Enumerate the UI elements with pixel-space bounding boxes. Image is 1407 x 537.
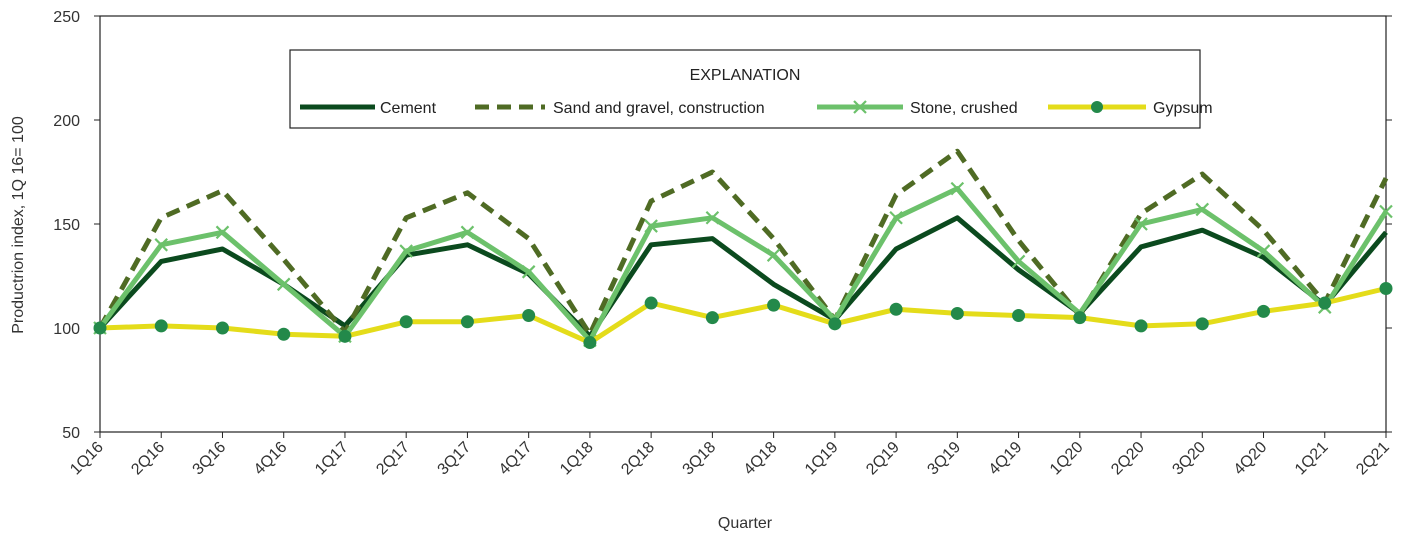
data-point-stone-crushed bbox=[1011, 254, 1026, 269]
data-point-gypsum bbox=[1073, 311, 1087, 325]
data-point-gypsum bbox=[767, 298, 781, 312]
data-point-gypsum bbox=[1195, 317, 1209, 331]
series-line-stone-crushed bbox=[97, 186, 1389, 343]
data-point-stone-crushed bbox=[950, 181, 965, 196]
legend-label-sand-and-gravel-construction: Sand and gravel, construction bbox=[553, 100, 765, 117]
series-cement bbox=[98, 215, 1388, 339]
data-point-stone-crushed bbox=[1379, 204, 1393, 219]
series-layer bbox=[93, 148, 1393, 350]
x-tick-label: 3Q16 bbox=[190, 439, 230, 479]
data-point-gypsum bbox=[93, 321, 107, 335]
series-line-gypsum bbox=[99, 286, 1387, 346]
legend-box bbox=[289, 49, 1201, 129]
x-axis-title: Quarter bbox=[718, 515, 773, 532]
y-tick-label: 100 bbox=[53, 321, 80, 338]
data-point-stone-crushed bbox=[889, 210, 903, 225]
legend-entry-cement: Cement bbox=[300, 100, 437, 117]
data-point-gypsum bbox=[1379, 281, 1393, 295]
data-point-stone-crushed bbox=[521, 265, 536, 279]
data-point-stone-crushed bbox=[705, 210, 720, 225]
x-tick-label: 2Q19 bbox=[863, 439, 903, 479]
legend-label-stone-crushed: Stone, crushed bbox=[910, 100, 1018, 117]
data-point-stone-crushed bbox=[644, 219, 658, 233]
x-axis-ticks: 1Q16 2Q16 3Q16 4Q16 1Q17 2Q17 3Q17 4Q17 1Q18 2Q18… bbox=[67, 432, 1393, 479]
x-tick-label: 1Q21 bbox=[1292, 439, 1332, 479]
data-point-gypsum bbox=[705, 311, 719, 325]
data-point-gypsum bbox=[644, 296, 658, 310]
x-tick-label: 1Q20 bbox=[1047, 439, 1087, 479]
series-gypsum bbox=[93, 281, 1393, 350]
y-tick-label: 250 bbox=[53, 9, 80, 26]
x-tick-label: 2Q21 bbox=[1353, 439, 1393, 479]
data-point-stone-crushed bbox=[460, 225, 475, 240]
data-point-gypsum bbox=[338, 329, 352, 343]
data-point-gypsum bbox=[460, 315, 474, 329]
x-tick-label: 1Q19 bbox=[802, 439, 842, 479]
x-tick-label: 3Q17 bbox=[435, 439, 475, 479]
y-tick-label: 150 bbox=[53, 217, 80, 234]
x-tick-label: 4Q16 bbox=[251, 439, 291, 479]
x-tick-label: 1Q16 bbox=[67, 439, 107, 479]
data-point-gypsum bbox=[1257, 304, 1271, 318]
legend-title: EXPLANATION bbox=[690, 67, 801, 84]
legend-entry-gypsum: Gypsum bbox=[1048, 100, 1213, 117]
legend: EXPLANATION Cement Sand and gravel, const… bbox=[289, 49, 1213, 129]
data-point-stone-crushed bbox=[215, 225, 230, 240]
data-point-stone-crushed bbox=[1256, 244, 1271, 258]
x-tick-label: 3Q18 bbox=[680, 439, 720, 479]
legend-entry-sand-and-gravel-construction: Sand and gravel, construction bbox=[475, 100, 765, 117]
x-tick-label: 2Q17 bbox=[373, 439, 413, 479]
data-point-stone-crushed bbox=[1195, 202, 1210, 217]
x-tick-label: 2Q16 bbox=[128, 439, 168, 479]
data-point-stone-crushed bbox=[276, 277, 291, 292]
series-line-cement bbox=[98, 215, 1388, 339]
y-tick-label: 50 bbox=[62, 425, 80, 442]
data-point-gypsum bbox=[950, 306, 964, 320]
x-tick-label: 3Q20 bbox=[1169, 439, 1209, 479]
x-tick-label: 4Q19 bbox=[986, 439, 1026, 479]
legend-marker-gypsum bbox=[1091, 101, 1103, 113]
data-point-gypsum bbox=[154, 319, 168, 333]
data-point-stone-crushed bbox=[766, 248, 781, 262]
data-point-gypsum bbox=[828, 317, 842, 331]
data-point-gypsum bbox=[583, 336, 597, 350]
series-line-sand-and-gravel-construction bbox=[97, 148, 1389, 337]
data-point-gypsum bbox=[215, 321, 229, 335]
data-point-gypsum bbox=[522, 309, 536, 323]
data-point-gypsum bbox=[1012, 309, 1026, 323]
x-tick-label: 2Q18 bbox=[618, 439, 658, 479]
x-tick-label: 3Q19 bbox=[924, 439, 964, 479]
data-point-stone-crushed bbox=[1134, 217, 1148, 231]
legend-entries: Cement Sand and gravel, construction Stone… bbox=[300, 100, 1213, 117]
y-tick-label: 200 bbox=[53, 113, 80, 130]
data-point-stone-crushed bbox=[399, 244, 413, 258]
x-tick-label: 4Q20 bbox=[1231, 439, 1271, 479]
x-tick-label: 1Q18 bbox=[557, 439, 597, 479]
x-tick-label: 4Q18 bbox=[741, 439, 781, 479]
data-point-gypsum bbox=[1134, 319, 1148, 333]
data-point-stone-crushed bbox=[154, 238, 169, 252]
y-axis-title: Productrion index, 1Q 16= 100 bbox=[10, 116, 27, 334]
legend-label-gypsum: Gypsum bbox=[1153, 100, 1213, 117]
legend-label-cement: Cement bbox=[380, 100, 437, 117]
data-point-gypsum bbox=[399, 315, 413, 329]
data-point-gypsum bbox=[1318, 296, 1332, 310]
x-tick-label: 2Q20 bbox=[1108, 439, 1148, 479]
data-point-gypsum bbox=[277, 327, 291, 341]
data-point-gypsum bbox=[889, 302, 903, 316]
x-tick-label: 4Q17 bbox=[496, 439, 536, 479]
x-tick-label: 1Q17 bbox=[312, 439, 352, 479]
series-sand-and-gravel-construction bbox=[97, 148, 1389, 337]
legend-marker-stone-crushed bbox=[853, 100, 867, 114]
legend-entry-stone-crushed: Stone, crushed bbox=[817, 100, 1018, 117]
